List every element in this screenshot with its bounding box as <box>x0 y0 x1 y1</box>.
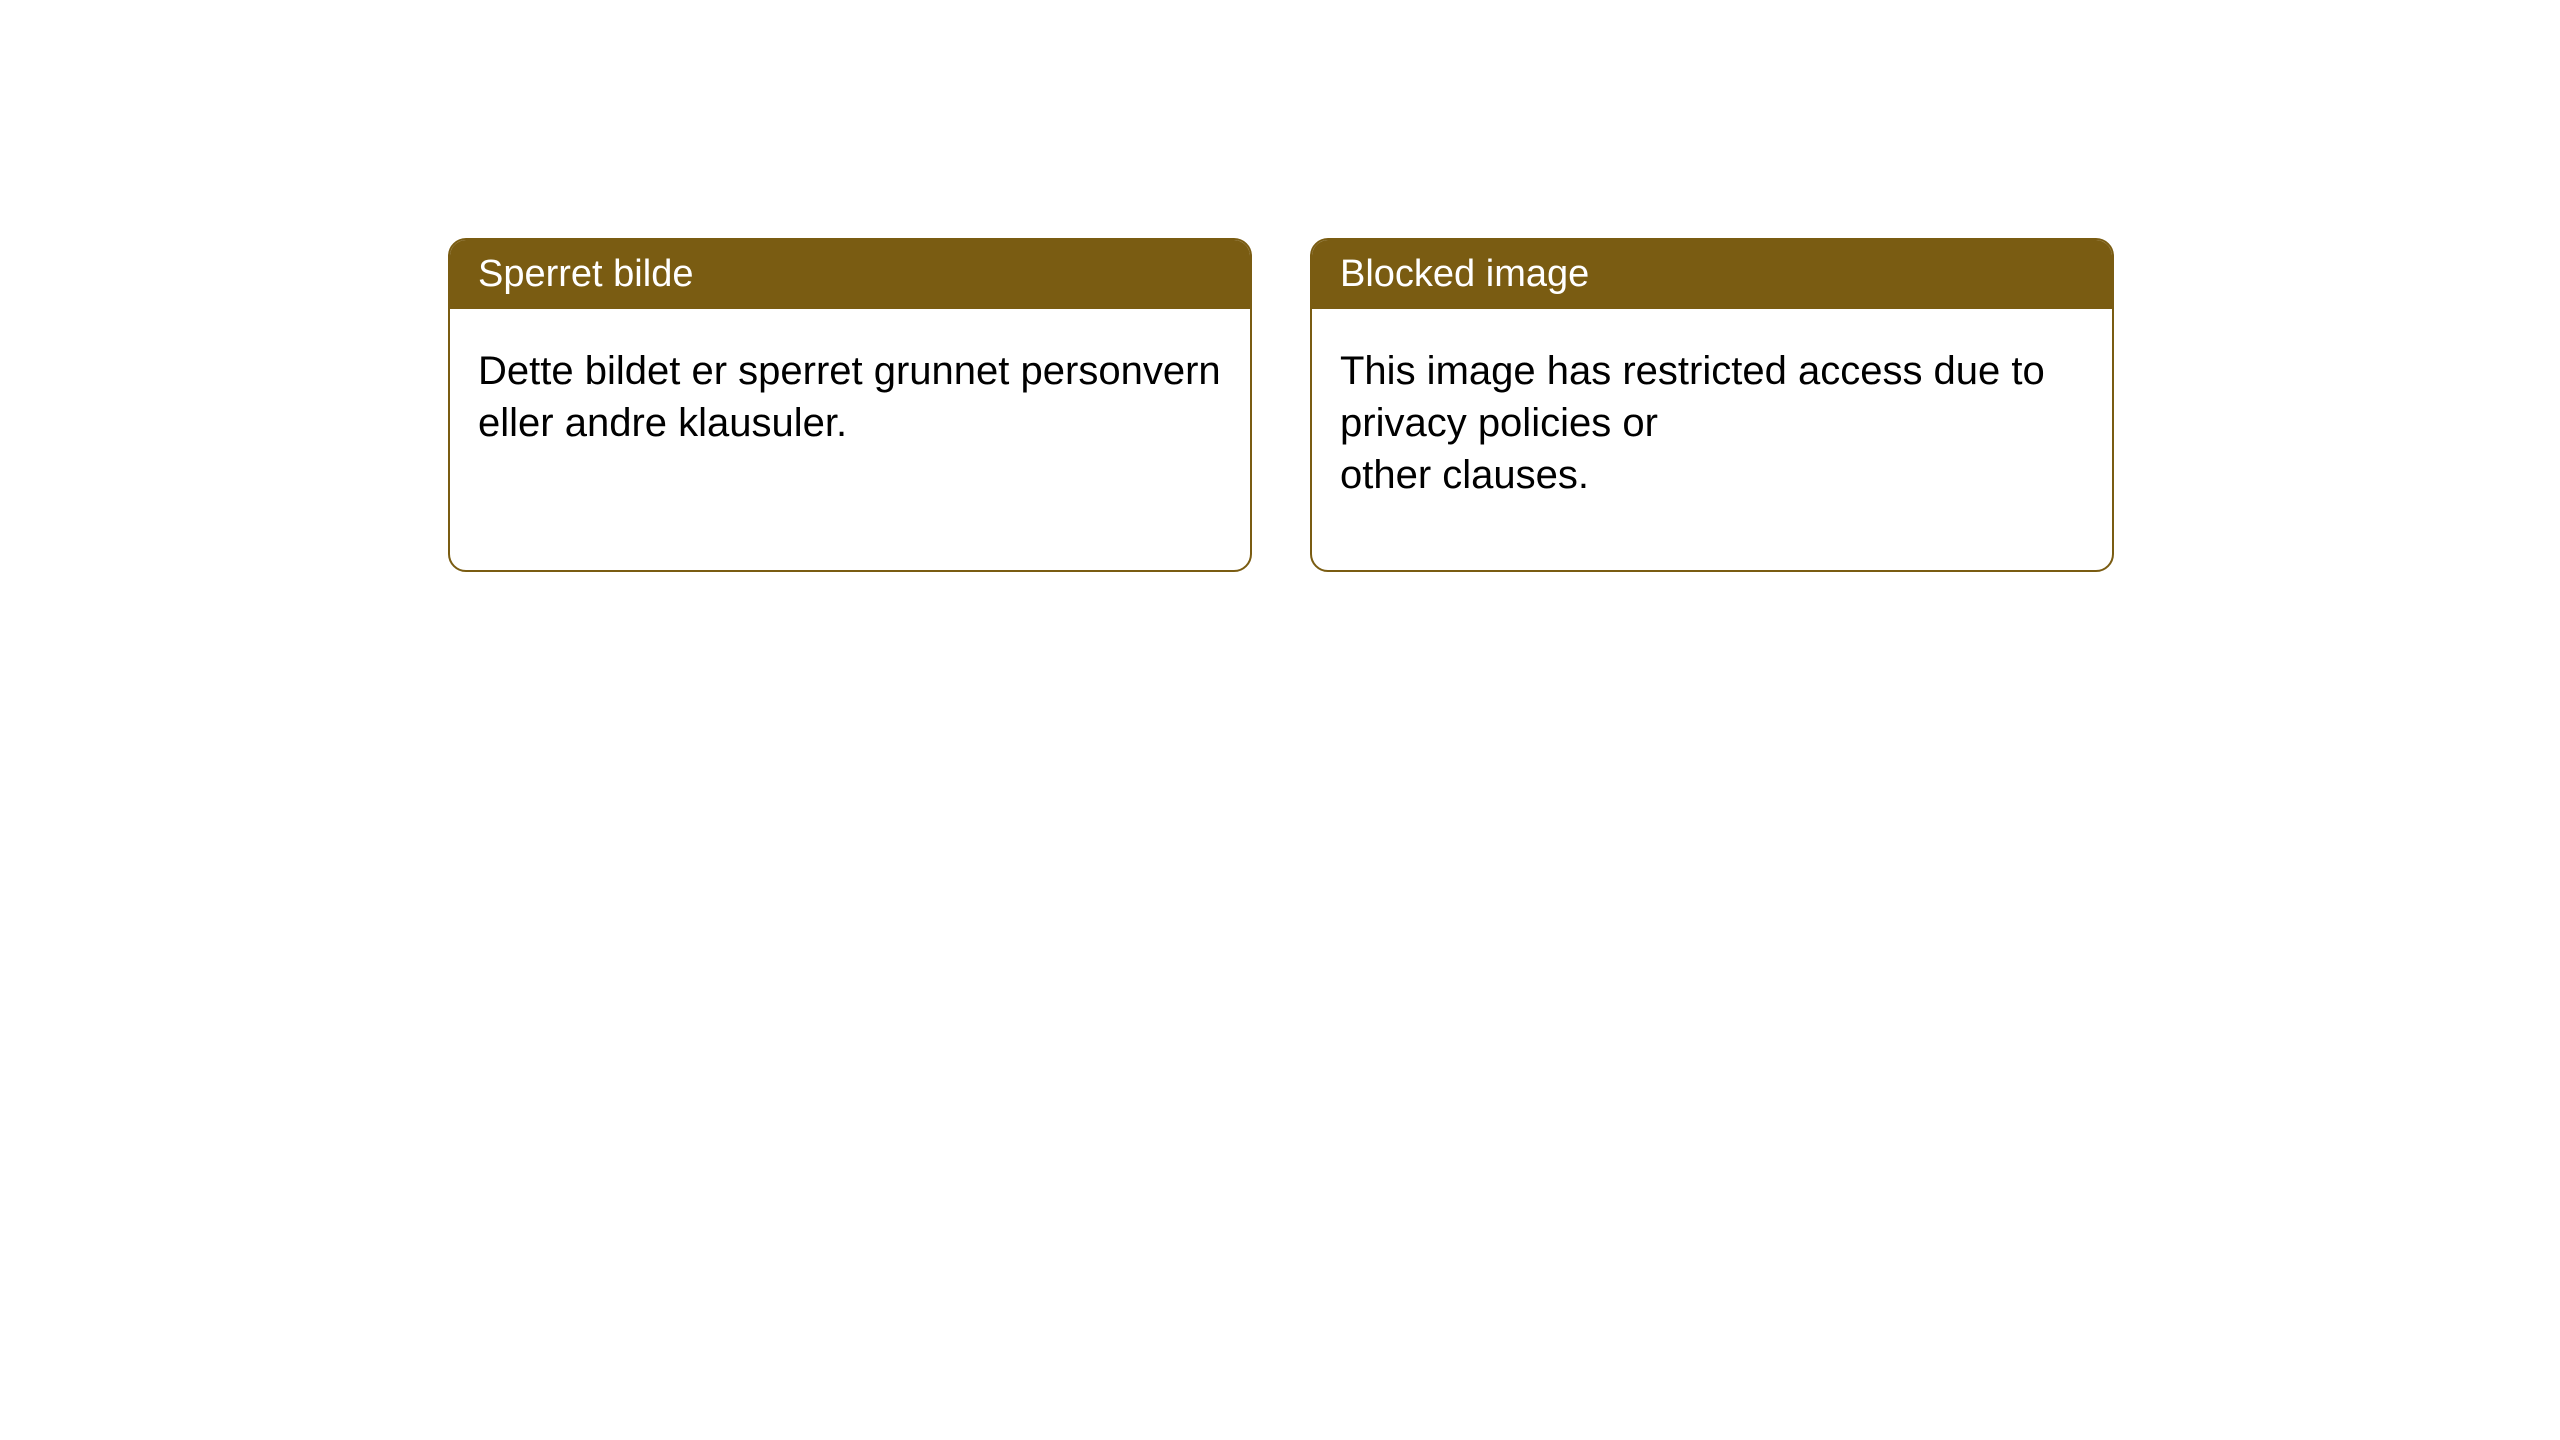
notice-card-norwegian: Sperret bilde Dette bildet er sperret gr… <box>448 238 1252 572</box>
notice-container: Sperret bilde Dette bildet er sperret gr… <box>0 0 2560 572</box>
notice-header-english: Blocked image <box>1312 240 2112 309</box>
notice-card-english: Blocked image This image has restricted … <box>1310 238 2114 572</box>
notice-body-english: This image has restricted access due to … <box>1312 309 2112 537</box>
notice-body-norwegian: Dette bildet er sperret grunnet personve… <box>450 309 1250 485</box>
notice-header-norwegian: Sperret bilde <box>450 240 1250 309</box>
